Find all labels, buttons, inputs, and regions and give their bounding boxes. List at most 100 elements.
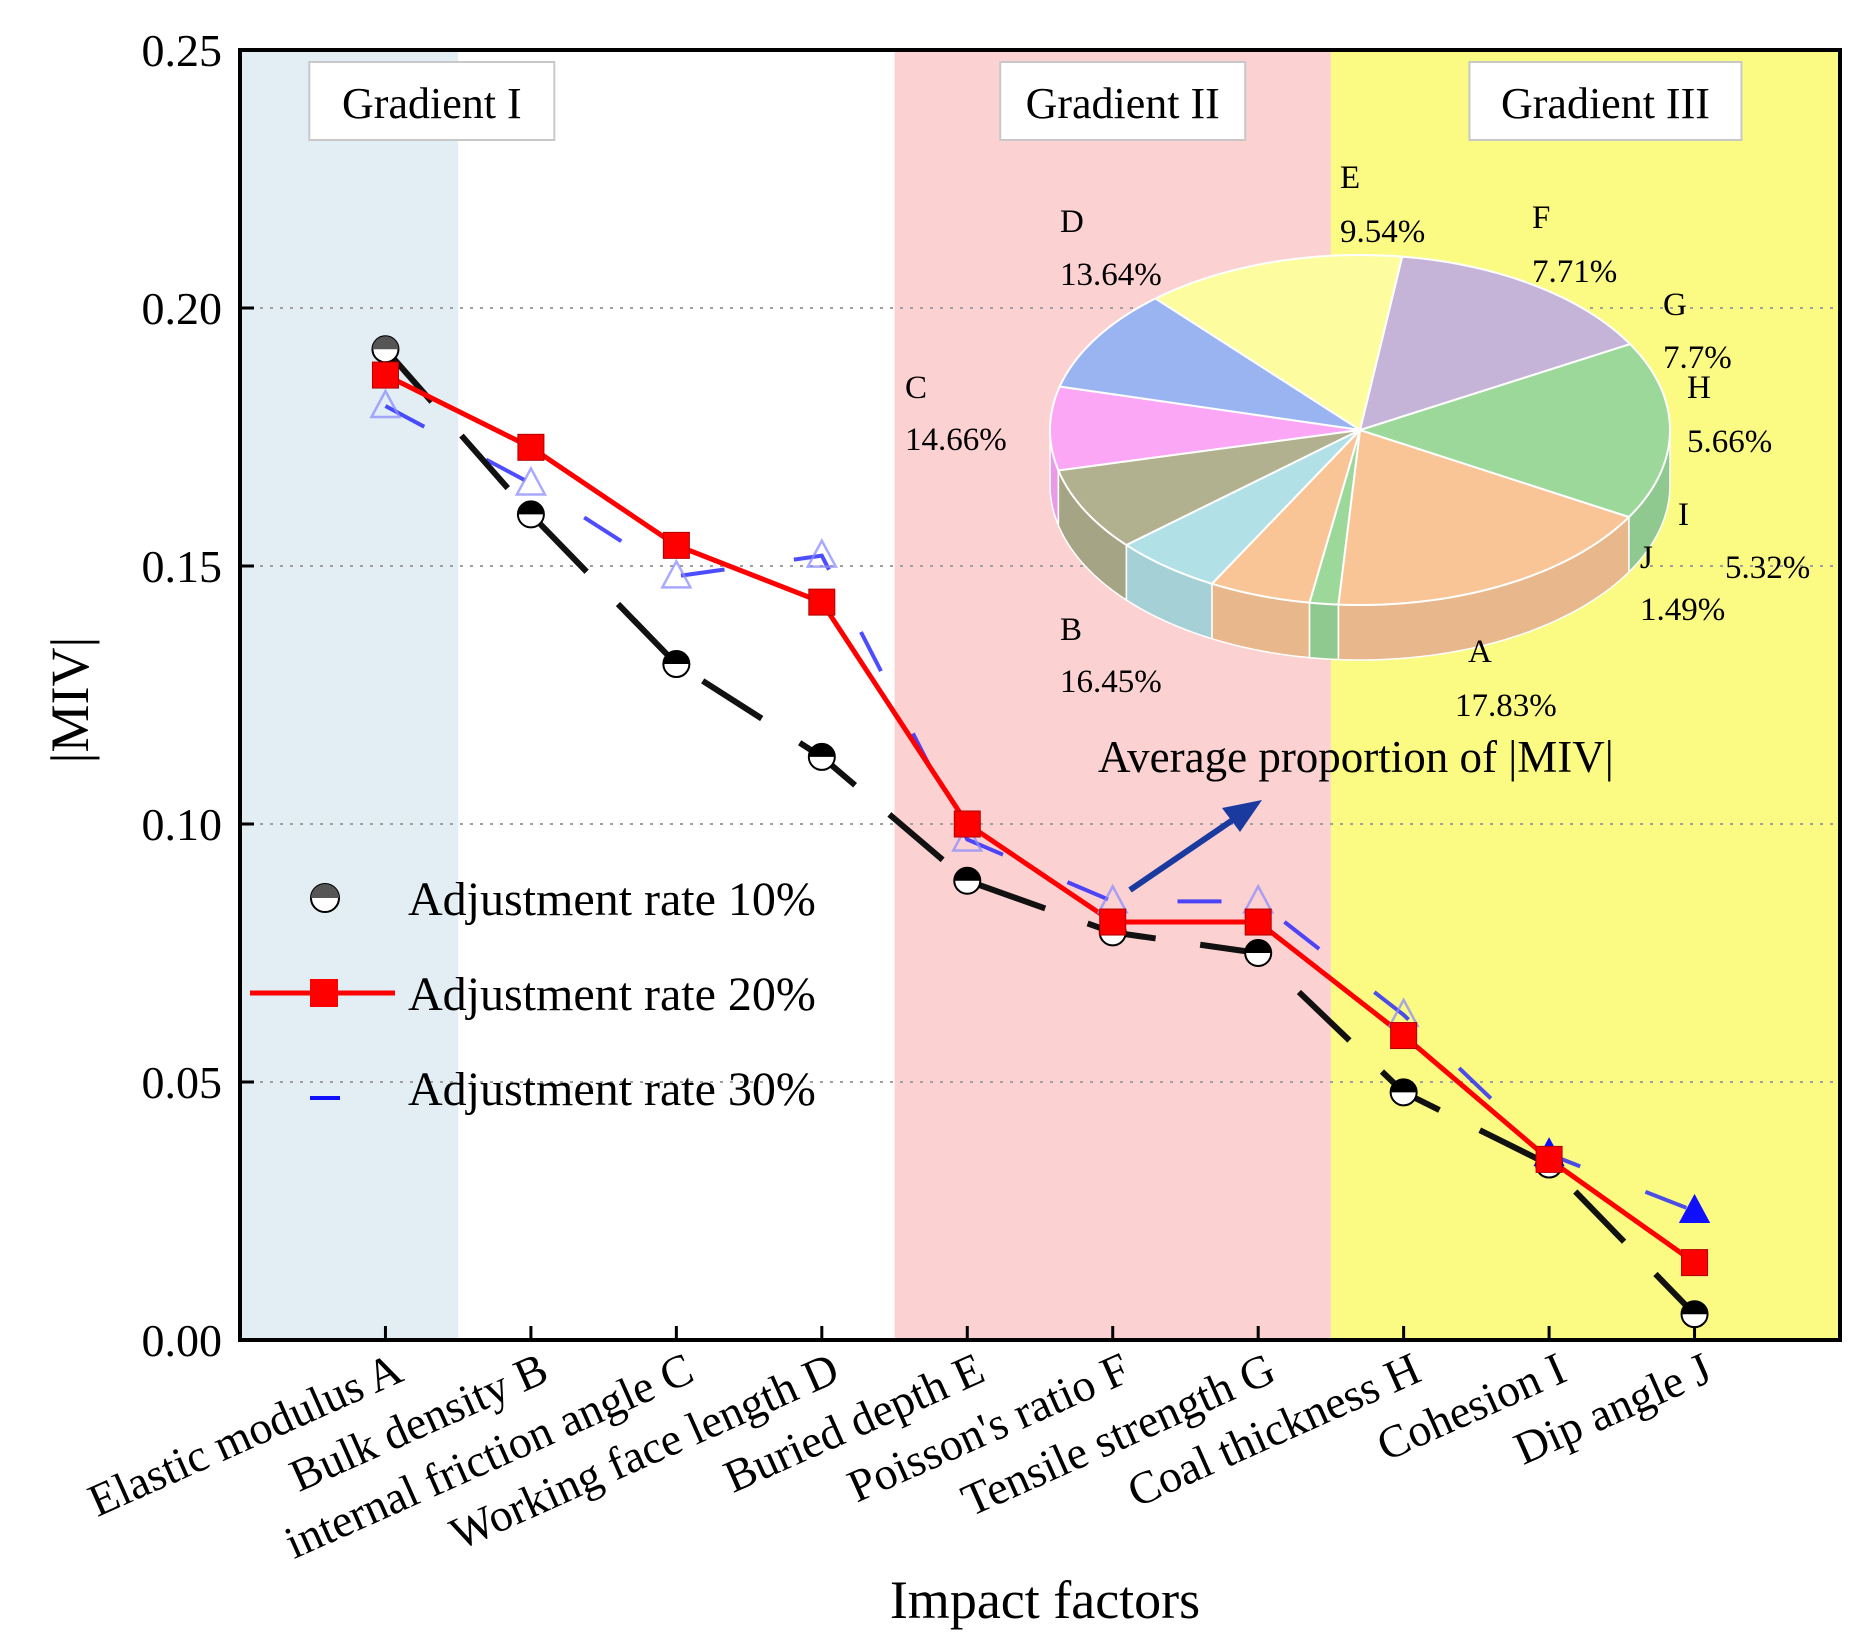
marker-10-half-2 [663,651,690,665]
gradient-label-box-3 [1468,61,1743,141]
marker-20-0 [371,361,399,389]
marker-10-half-1 [517,501,544,515]
legend-item-2: Adjustment rate 20% [250,968,816,1021]
pie-slice-H [1124,429,1361,585]
pie-label-pct-B: 16.45% [1060,664,1162,700]
pie-slice-C [1358,255,1632,432]
gradient-label-box-2 [999,61,1247,141]
marker-10-2 [662,650,691,679]
marker-30-9 [1678,1193,1711,1223]
pie-slice-A [1337,428,1631,606]
pie-label-pct-D: 13.64% [1060,257,1162,293]
x-axis-title: Impact factors [890,1570,1200,1630]
marker-10-6 [1244,939,1273,967]
marker-30-3 [805,538,838,568]
legend-label-2: Adjustment rate 20% [408,968,816,1021]
gradient-label-3: Gradient III [1501,79,1710,128]
pie-label-letter-G: G [1663,287,1687,323]
pie-slice-I [1210,429,1361,604]
pie-label-G: G 7.7% [1663,287,1732,376]
marker-10-4 [953,866,982,895]
pie-label-letter-C: C [905,370,927,406]
pie-slice-J [1308,429,1361,606]
pie-label-letter-J: J [1640,540,1653,576]
inset-pie: A 17.83% B 16.45% C 14.66% D 13.64% E 9.54% F 7.71%… [905,160,1810,782]
pie-label-letter-F: F [1532,200,1550,236]
pie-label-pct-C: 14.66% [905,422,1007,458]
y-tick-label-1: 0.05 [142,1057,223,1108]
pie-label-pct-J: 1.49% [1640,592,1725,628]
pie-label-pct-H: 5.66% [1687,424,1772,460]
y-axis-title: |MIV| [40,637,100,764]
marker-20-5 [1099,908,1127,936]
marker-10-3 [807,742,836,771]
pie-label-letter-H: H [1687,370,1711,406]
legend-item-3: Adjustment rate 30% [310,1063,816,1116]
pie-label-B: B 16.45% [1060,612,1162,700]
marker-20-9 [1681,1249,1709,1277]
marker-30-2 [660,558,693,589]
marker-10-half-7 [1390,1079,1417,1093]
marker-30-1 [514,465,548,496]
series-line-10 [383,347,1697,1317]
marker-10-9 [1680,1300,1709,1329]
marker-20-3 [808,588,836,616]
legend-marker-10-half [311,884,339,898]
pie-title: Average proportion of |MIV| [1098,732,1614,782]
y-tick-label-4: 0.20 [142,283,223,334]
marker-10-1 [516,500,545,529]
pie-label-letter-D: D [1060,204,1084,240]
marker-20-2 [662,531,690,559]
pie-label-pct-I: 5.32% [1725,550,1810,586]
legend-marker-20 [310,979,338,1007]
pie-label-pct-F: 7.71% [1532,254,1617,290]
pie-arrow-shaft [1128,812,1242,893]
gradient-label-2: Gradient II [1026,79,1220,128]
marker-10-7 [1389,1078,1418,1107]
pie-label-C: C 14.66% [905,370,1007,458]
legend-item-1: Adjustment rate 10% [310,873,816,926]
gradient-label-1: Gradient I [342,79,522,128]
pie-label-J: J 1.49% [1640,540,1725,628]
marker-20-1 [517,433,545,461]
marker-20-8 [1535,1145,1563,1173]
marker-10-half-4 [954,867,981,881]
pie-label-E: E 9.54% [1340,160,1425,250]
series-line-30 [384,404,1696,1213]
pie-label-letter-I: I [1678,497,1689,533]
pie-label-letter-E: E [1340,160,1360,196]
pie-label-D: D 13.64% [1060,204,1162,293]
pie-slice-B [1356,342,1672,519]
marker-20-7 [1390,1022,1418,1050]
y-tick-label-2: 0.10 [142,799,223,850]
marker-10-half-0 [372,336,399,350]
y-tick-label-5: 0.25 [142,25,223,76]
y-tick-label-3: 0.15 [142,541,223,592]
pie-arrow-head [1222,800,1262,832]
marker-10-half-9 [1681,1301,1708,1315]
pie-label-letter-B: B [1060,612,1082,648]
marker-20-4 [953,810,981,838]
pie-slice-F [1048,385,1361,472]
marker-30-0 [369,388,402,419]
pie-side-J [1308,601,1340,661]
plot-frame [238,48,1842,1342]
pie-label-pct-G: 7.7% [1663,340,1732,376]
gradient-label-box-1 [308,61,556,141]
pie-slice-G [1056,429,1361,547]
series-line-20 [384,372,1696,1265]
pie-label-pct-E: 9.54% [1340,214,1425,250]
pie-label-F: F 7.71% [1532,200,1617,290]
pie-slice-D [1153,254,1404,432]
pie-label-H: H 5.66% [1687,370,1772,460]
marker-10-half-3 [808,743,835,757]
marker-10-half-6 [1245,940,1272,953]
marker-10-0 [371,335,400,364]
pie-label-A: A 17.83% [1455,634,1557,724]
legend-label-3: Adjustment rate 30% [408,1063,816,1116]
legend-label-1: Adjustment rate 10% [408,873,816,926]
pie-label-letter-A: A [1468,634,1492,670]
pie-label-I: I 5.32% [1678,497,1810,586]
